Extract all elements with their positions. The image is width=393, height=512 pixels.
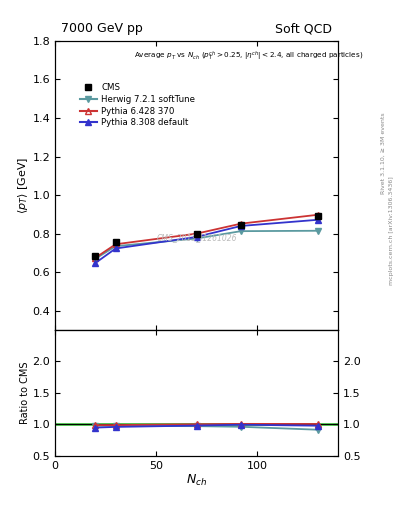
Y-axis label: Ratio to CMS: Ratio to CMS — [20, 361, 29, 424]
Y-axis label: $\langle p_T \rangle$ [GeV]: $\langle p_T \rangle$ [GeV] — [16, 157, 29, 214]
Text: Rivet 3.1.10, ≥ 3M events: Rivet 3.1.10, ≥ 3M events — [381, 113, 386, 195]
X-axis label: $N_{ch}$: $N_{ch}$ — [186, 473, 207, 488]
Text: mcplots.cern.ch [arXiv:1306.3436]: mcplots.cern.ch [arXiv:1306.3436] — [389, 176, 393, 285]
Text: Average $p_T$ vs $N_{ch}$ ($p_T^{ch}>0.25$, $|\eta^{ch}|<2.4$, all charged parti: Average $p_T$ vs $N_{ch}$ ($p_T^{ch}>0.2… — [134, 50, 364, 63]
Text: CMS_2013_I1261026: CMS_2013_I1261026 — [156, 233, 237, 242]
Text: Soft QCD: Soft QCD — [275, 22, 332, 35]
Legend: CMS, Herwig 7.2.1 softTune, Pythia 6.428 370, Pythia 8.308 default: CMS, Herwig 7.2.1 softTune, Pythia 6.428… — [76, 80, 199, 131]
Text: 7000 GeV pp: 7000 GeV pp — [61, 22, 142, 35]
